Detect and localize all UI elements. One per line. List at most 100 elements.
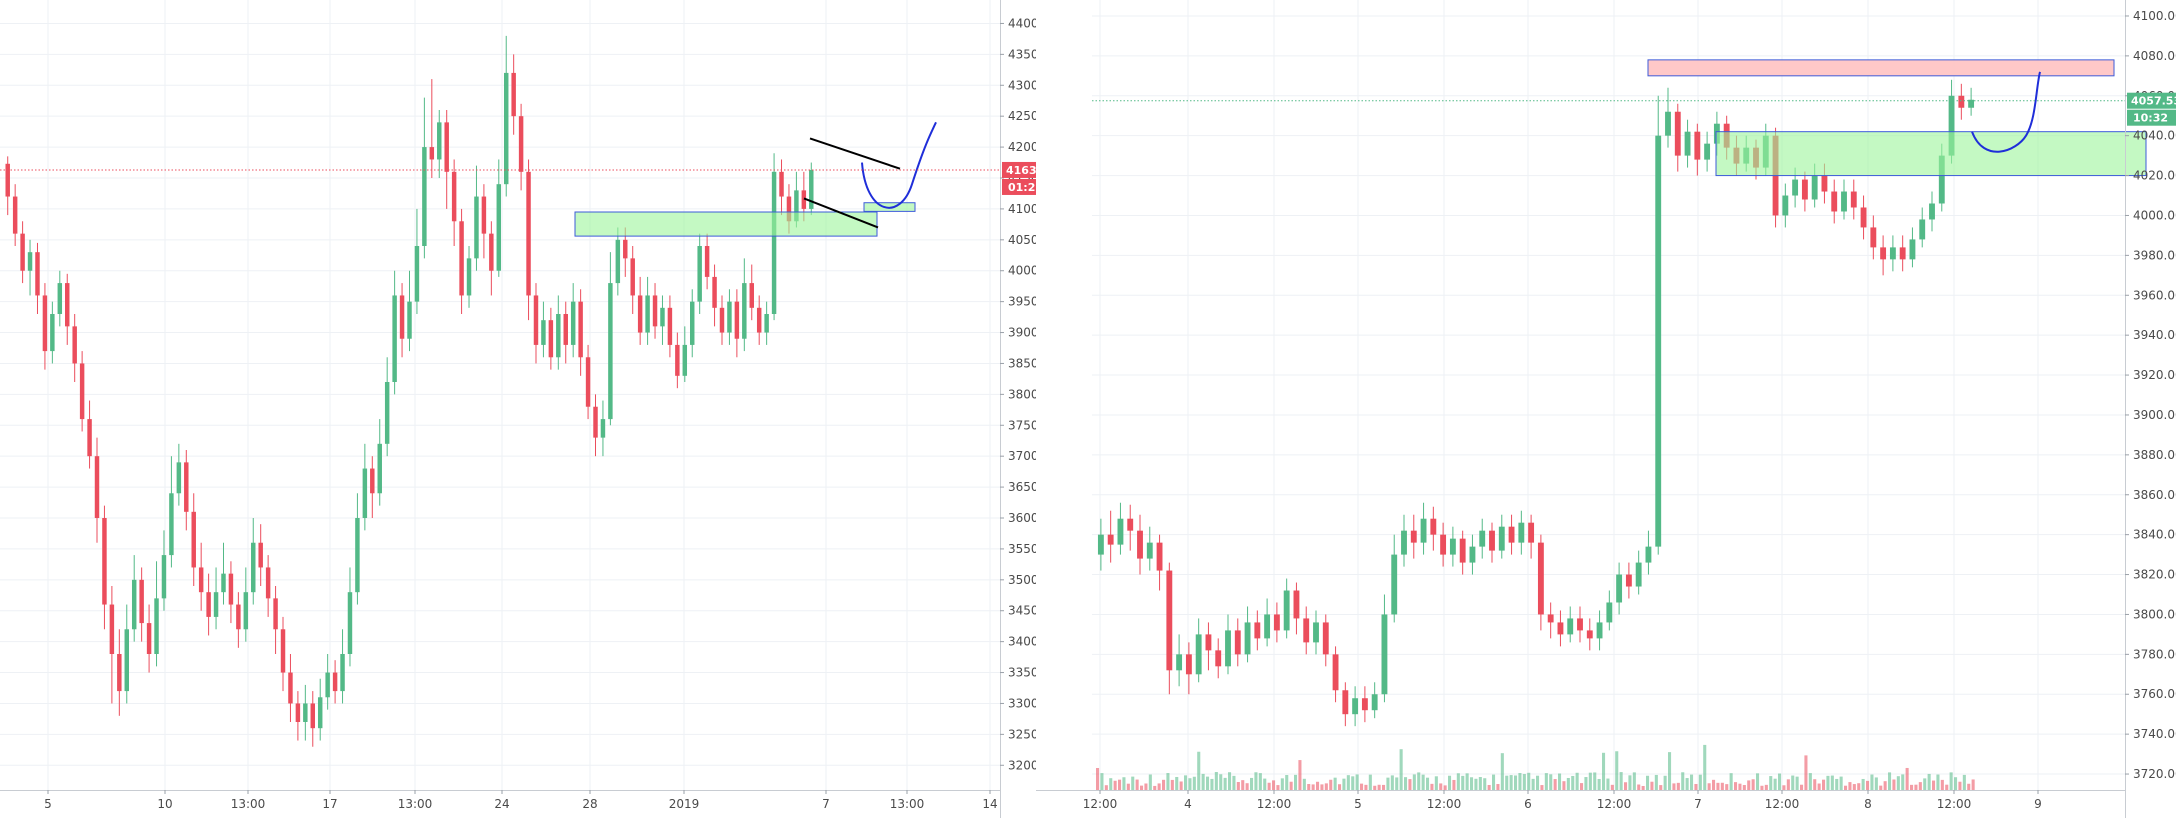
volume-bar [1597, 778, 1601, 790]
candle-body [1332, 654, 1339, 691]
candle [533, 283, 539, 364]
volume-bar [1364, 784, 1368, 790]
candle [370, 456, 375, 518]
y-tick-label: 3700.0 [1008, 449, 1036, 463]
volume-bar [1540, 785, 1544, 790]
candle [20, 221, 25, 284]
candle-body [20, 233, 25, 271]
candle [1137, 514, 1143, 575]
candle [1352, 686, 1359, 727]
candle [1518, 510, 1525, 555]
volume-bar [1949, 772, 1953, 790]
candle-body [1567, 618, 1574, 635]
candle-body [377, 443, 382, 494]
right-price-chart[interactable]: 4100.004080.004060.004040.004020.004000.… [1036, 0, 2176, 818]
candle [94, 437, 100, 543]
volume-bar [1690, 774, 1694, 790]
volume-bar [1236, 782, 1240, 790]
volume-bar [1280, 778, 1284, 790]
candle [1557, 610, 1564, 647]
candle-body [191, 511, 196, 568]
volume-bar [1663, 775, 1667, 790]
candle [451, 159, 457, 246]
candle [1850, 179, 1857, 220]
volume-bar [1439, 783, 1443, 790]
candle [637, 276, 643, 345]
candle [1440, 522, 1447, 567]
candle [570, 283, 576, 358]
candle [1127, 504, 1134, 551]
candle-body [1919, 219, 1926, 240]
candle-body [1264, 614, 1271, 639]
candle [161, 530, 167, 611]
volume-bar [1747, 780, 1751, 790]
candle [1665, 87, 1671, 148]
y-tick-label: 3720.00 [2133, 767, 2176, 781]
candle-body [1821, 175, 1828, 192]
candle [489, 221, 494, 296]
candle [384, 357, 390, 457]
candle-body [1537, 542, 1544, 615]
last-price-tag [2127, 92, 2176, 109]
candle-body [332, 672, 338, 692]
x-tick-label: 24 [494, 797, 509, 811]
candle [459, 208, 464, 314]
candle [1547, 602, 1554, 639]
candle [1635, 550, 1642, 595]
candle-body [236, 604, 241, 630]
candle [645, 276, 650, 345]
candle [1381, 594, 1388, 703]
volume-bar [1698, 774, 1702, 790]
candle-body [593, 406, 598, 438]
candle [27, 239, 33, 296]
candle-body [303, 703, 308, 722]
volume-bar [1465, 773, 1469, 790]
candle [154, 561, 159, 667]
candle [176, 443, 182, 506]
volume-bar [1342, 778, 1346, 790]
volume-bar [1852, 784, 1856, 790]
candle-body [675, 344, 680, 376]
candle [1166, 562, 1173, 695]
volume-bar [1192, 776, 1196, 790]
candle-body [786, 196, 792, 222]
left-price-chart[interactable]: 4400.04350.04300.04250.04200.04150.04100… [0, 0, 1036, 818]
candle-body [1958, 95, 1965, 108]
candle [809, 162, 814, 216]
x-tick-label: 8 [1864, 797, 1872, 811]
volume-bar [1707, 783, 1711, 790]
volume-bar [1505, 775, 1509, 790]
candle-body [451, 171, 457, 222]
candle [1401, 514, 1407, 567]
y-tick-label: 3960.00 [2133, 288, 2176, 302]
candle [1264, 598, 1271, 647]
volume-bar [1302, 778, 1306, 790]
candle-body [1665, 111, 1671, 136]
volume-bar [1544, 773, 1548, 790]
y-tick-label: 3200.0 [1008, 758, 1036, 772]
candle [1860, 195, 1867, 240]
candle [1479, 518, 1486, 559]
volume-bar [1162, 779, 1166, 790]
volume-bar [1720, 782, 1724, 790]
candle [399, 283, 405, 358]
volume-bar [1514, 775, 1518, 790]
time-axis: 5 10 13:00 17 13:00 24 28 2019 7 13:00 14 [0, 790, 1000, 811]
candle-body [1381, 614, 1388, 695]
candle-body [1176, 654, 1183, 671]
candle-body [556, 314, 561, 358]
candle [407, 270, 412, 352]
candle [1674, 103, 1681, 172]
candle [236, 592, 241, 648]
volume-bar [1219, 774, 1223, 790]
volume-bar [1144, 783, 1148, 790]
candle [124, 604, 129, 704]
candle [1909, 227, 1916, 268]
x-tick-label: 10 [157, 797, 172, 811]
volume-bar [1386, 777, 1390, 790]
candle [265, 555, 271, 617]
volume-bar [1571, 775, 1575, 790]
volume-bar [1760, 785, 1764, 790]
y-tick-label: 4400.0 [1008, 16, 1036, 30]
candles [1097, 79, 1975, 727]
